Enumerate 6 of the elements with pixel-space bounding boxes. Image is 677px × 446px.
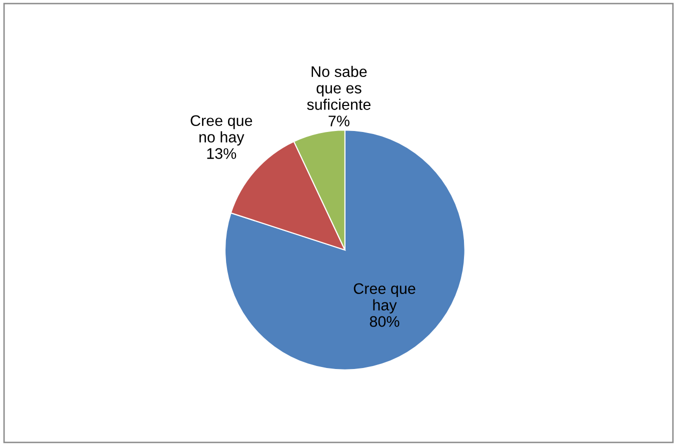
data-label: 13% [207, 148, 236, 159]
slice-label: Cree que no hay [190, 115, 252, 146]
data-label: 7% [328, 116, 350, 126]
slice-label: Cree que hay [354, 283, 416, 314]
slice-label: No sabe que es suficiente [307, 66, 371, 110]
data-label: 80% [370, 316, 400, 327]
